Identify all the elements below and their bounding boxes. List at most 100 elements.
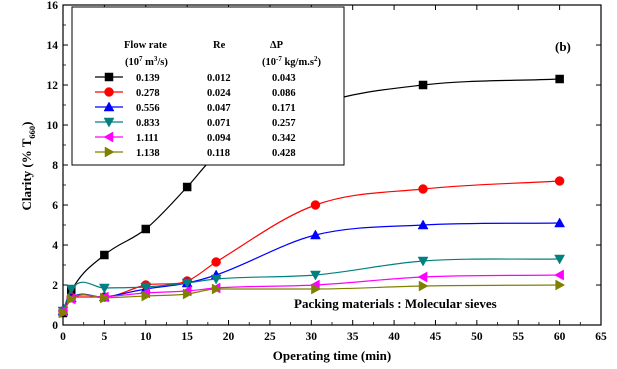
- data-point: [182, 182, 192, 192]
- legend-item: 0.556 0.047 0.171: [95, 101, 296, 114]
- legend-dp: 0.086: [272, 88, 296, 99]
- legend-re: 0.071: [207, 118, 231, 129]
- y-tick-label: 6: [52, 200, 58, 212]
- x-tick-label: 10: [140, 331, 152, 343]
- legend-flow-rate: 0.278: [136, 88, 160, 99]
- series-3: [57, 254, 566, 317]
- data-point: [555, 279, 566, 291]
- legend-re: 0.047: [207, 103, 231, 114]
- y-axis-title-group: Clarity (% T660): [19, 121, 37, 210]
- y-tick-label: 10: [47, 120, 59, 132]
- y-axis-title: Clarity (% T660): [19, 121, 37, 210]
- legend-item: 0.278 0.024 0.086: [95, 87, 296, 99]
- legend-box: [71, 6, 345, 166]
- data-point: [182, 288, 193, 300]
- legend-header-dp: ΔP: [270, 40, 284, 51]
- data-point: [211, 283, 222, 295]
- legend-item: 1.138 0.118 0.428: [95, 146, 296, 159]
- legend-dp: 0.171: [272, 103, 296, 114]
- x-tick-label: 20: [223, 331, 235, 343]
- y-tick-label: 12: [47, 80, 59, 92]
- legend-re: 0.024: [207, 88, 231, 99]
- annotation-text: Packing materials : Molecular sieves: [294, 296, 497, 311]
- data-point: [418, 80, 428, 90]
- legend-item: 1.111 0.094 0.342: [95, 131, 296, 144]
- legend-marker: [103, 101, 115, 112]
- data-point: [418, 184, 428, 194]
- legend-flow-rate: 1.111: [136, 133, 158, 144]
- x-tick-label: 60: [554, 331, 566, 343]
- x-axis-title: Operating time (min): [273, 348, 391, 363]
- data-point: [554, 254, 566, 265]
- legend-header-dp-unit: (10-7 kg/m.s2): [262, 55, 321, 68]
- legend-marker: [103, 131, 114, 143]
- legend-marker: [104, 87, 114, 97]
- x-tick-label: 45: [430, 331, 442, 343]
- x-tick-label: 55: [512, 331, 524, 343]
- legend-dp: 0.257: [272, 118, 296, 129]
- data-point: [310, 270, 321, 281]
- data-point: [417, 271, 428, 283]
- y-tick-label: 8: [52, 160, 58, 172]
- legend-header-flow-rate: Flow rate: [124, 40, 167, 51]
- legend-flow-rate: 0.556: [136, 103, 160, 114]
- x-tick-label: 15: [181, 331, 193, 343]
- data-point: [210, 274, 222, 285]
- legend-header-flow-rate-unit: (107 m3/s): [125, 55, 168, 68]
- series-1: [58, 176, 565, 316]
- y-tick-label: 16: [47, 0, 59, 12]
- legend-marker: [104, 72, 114, 82]
- y-tick-label: 2: [52, 280, 58, 292]
- x-tick-label: 30: [306, 331, 318, 343]
- data-point: [181, 278, 193, 289]
- data-point: [140, 282, 152, 293]
- panel-label: (b): [555, 39, 571, 54]
- data-point: [554, 176, 565, 186]
- legend-re: 0.012: [207, 73, 231, 84]
- legend-re: 0.118: [207, 148, 230, 159]
- series-5: [58, 279, 566, 319]
- data-point: [100, 250, 109, 260]
- data-point: [100, 292, 110, 304]
- y-tick-label: 14: [47, 40, 59, 52]
- data-point: [554, 269, 564, 281]
- legend: Flow rate (107 m3/s) Re ΔP (10-7 kg/m.s2…: [71, 6, 345, 166]
- x-tick-label: 40: [388, 331, 400, 343]
- legend-flow-rate: 0.139: [136, 73, 160, 84]
- data-point: [417, 256, 429, 267]
- data-point: [141, 290, 152, 302]
- data-point: [310, 229, 321, 240]
- y-tick-label: 4: [52, 240, 58, 252]
- data-point: [554, 217, 566, 228]
- data-point: [211, 257, 221, 267]
- series-layer: [57, 74, 566, 319]
- data-point: [98, 283, 110, 294]
- x-tick-label: 0: [60, 331, 66, 343]
- data-point: [311, 283, 321, 295]
- legend-flow-rate: 0.833: [136, 118, 160, 129]
- data-point: [418, 280, 429, 292]
- legend-item: 0.833 0.071 0.257: [95, 117, 296, 129]
- y-tick-label: 0: [52, 320, 58, 332]
- x-tick-label: 25: [264, 331, 276, 343]
- legend-marker: [104, 146, 115, 158]
- x-tick-label: 50: [471, 331, 483, 343]
- legend-item: 0.139 0.012 0.043: [95, 72, 296, 84]
- legend-rows: 0.139 0.012 0.043 0.278 0.024 0.086 0.556 0.047…: [95, 72, 296, 159]
- legend-flow-rate: 1.138: [136, 148, 160, 159]
- legend-dp: 0.342: [272, 133, 296, 144]
- data-point: [141, 224, 151, 234]
- data-point: [417, 219, 429, 230]
- x-tick-label: 35: [347, 331, 359, 343]
- legend-header-re: Re: [213, 40, 226, 51]
- data-point: [65, 284, 77, 295]
- legend-marker: [103, 117, 115, 128]
- x-tick-label: 5: [102, 331, 108, 343]
- legend-dp: 0.043: [272, 73, 296, 84]
- data-point: [67, 293, 77, 305]
- data-point: [310, 200, 321, 210]
- data-point: [555, 74, 564, 84]
- legend-dp: 0.428: [272, 148, 296, 159]
- legend-re: 0.094: [207, 133, 231, 144]
